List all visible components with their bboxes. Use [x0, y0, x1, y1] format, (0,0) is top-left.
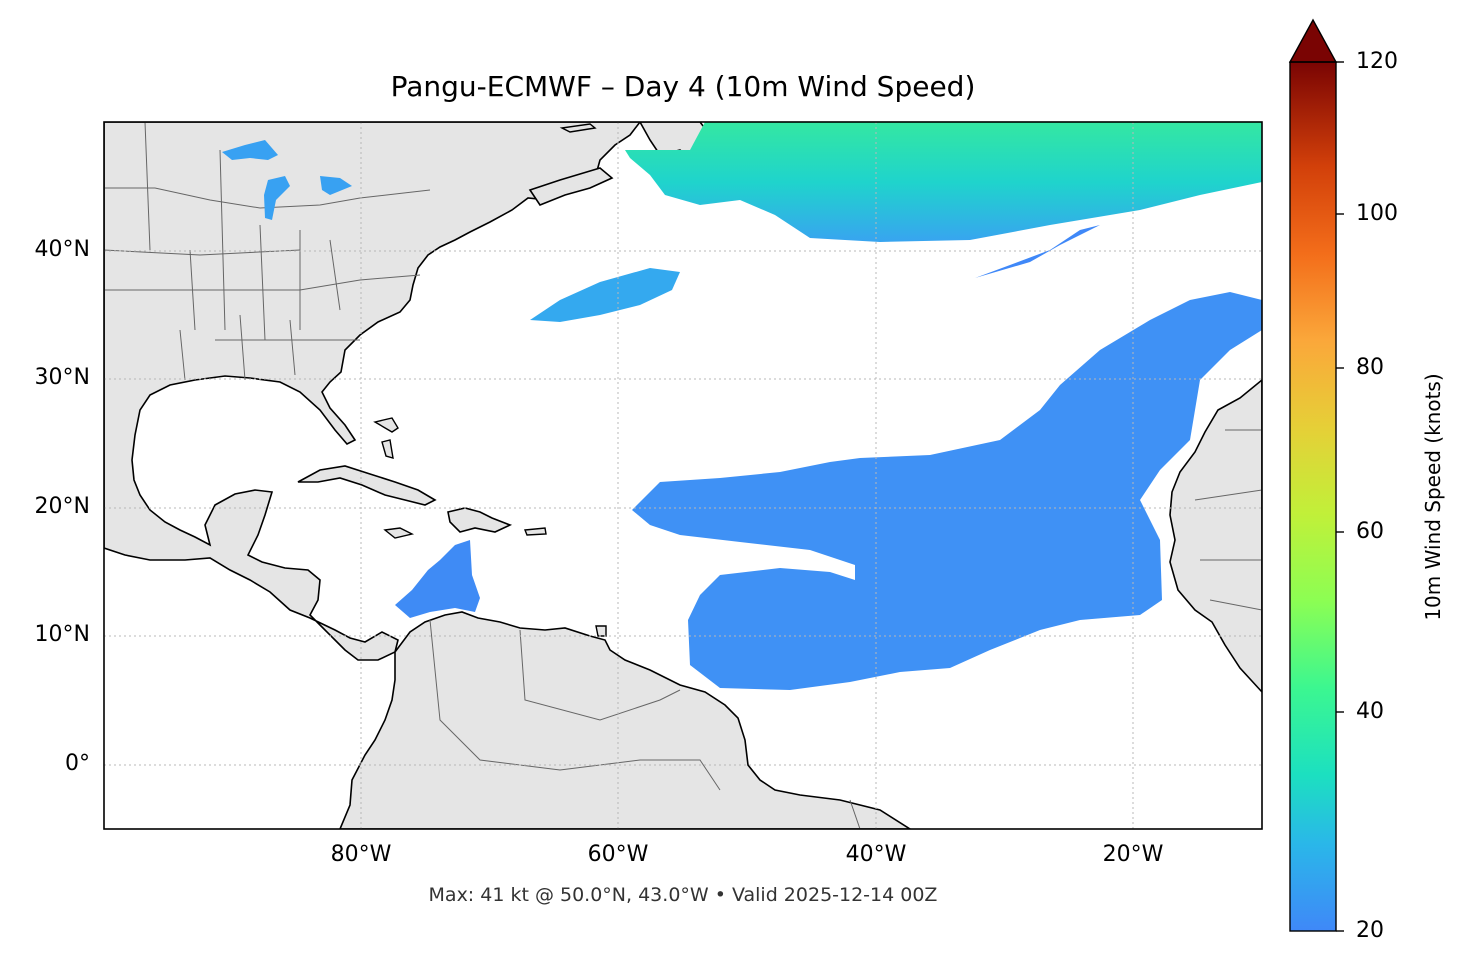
lat-tick-label: 0° [65, 751, 90, 776]
chart-title: Pangu-ECMWF – Day 4 (10m Wind Speed) [390, 70, 976, 103]
wind-region-mid-atlantic-jet [530, 268, 680, 322]
land-cuba [297, 465, 437, 506]
map-frame [103, 121, 1263, 830]
admin-borders [104, 122, 1262, 829]
wind-field [222, 122, 1262, 690]
map-axes [104, 122, 1262, 829]
colorbar-tick-label: 100 [1356, 201, 1398, 226]
wind-region-north-atlantic [625, 122, 1262, 242]
land-trinidad [595, 625, 607, 637]
land-puerto-rico [524, 527, 547, 536]
colorbar-tick-label: 40 [1356, 699, 1384, 724]
land-nova-scotia [528, 167, 614, 206]
colorbar [1288, 18, 1344, 932]
land-anticosti [559, 123, 597, 133]
colorbar-gradient [1290, 62, 1336, 931]
land-south-america [339, 611, 912, 829]
gridlines [104, 122, 1262, 829]
colorbar-tick-label: 20 [1356, 918, 1384, 943]
lat-tick-label: 10°N [34, 622, 90, 647]
max-wind-caption: Max: 41 kt @ 50.0°N, 43.0°W • Valid 2025… [428, 884, 938, 906]
wind-region-trades [632, 292, 1262, 690]
lat-tick-label: 40°N [34, 237, 90, 262]
land-north-america [104, 122, 642, 661]
lon-tick-label: 20°W [1102, 842, 1164, 867]
land-jamaica [383, 527, 415, 539]
lat-tick-label: 20°N [34, 494, 90, 519]
wind-region-caribbean [395, 540, 480, 618]
lon-tick-label: 80°W [330, 842, 392, 867]
wind-region-azores [975, 225, 1100, 278]
colorbar-tick-label: 120 [1356, 49, 1398, 74]
lat-tick-label: 30°N [34, 365, 90, 390]
colorbar-extend-arrow [1288, 18, 1338, 63]
land-africa [1169, 378, 1262, 694]
colorbar-tick-label: 80 [1356, 355, 1384, 380]
wind-region-great-lakes [222, 140, 352, 220]
land-hispaniola [447, 507, 513, 533]
colorbar-tick-label: 60 [1356, 519, 1384, 544]
lon-tick-label: 60°W [587, 842, 649, 867]
colorbar-frame [1289, 61, 1337, 932]
lon-tick-label: 40°W [845, 842, 907, 867]
colorbar-label: 10m Wind Speed (knots) [1421, 373, 1445, 621]
land-bahamas [373, 417, 399, 459]
